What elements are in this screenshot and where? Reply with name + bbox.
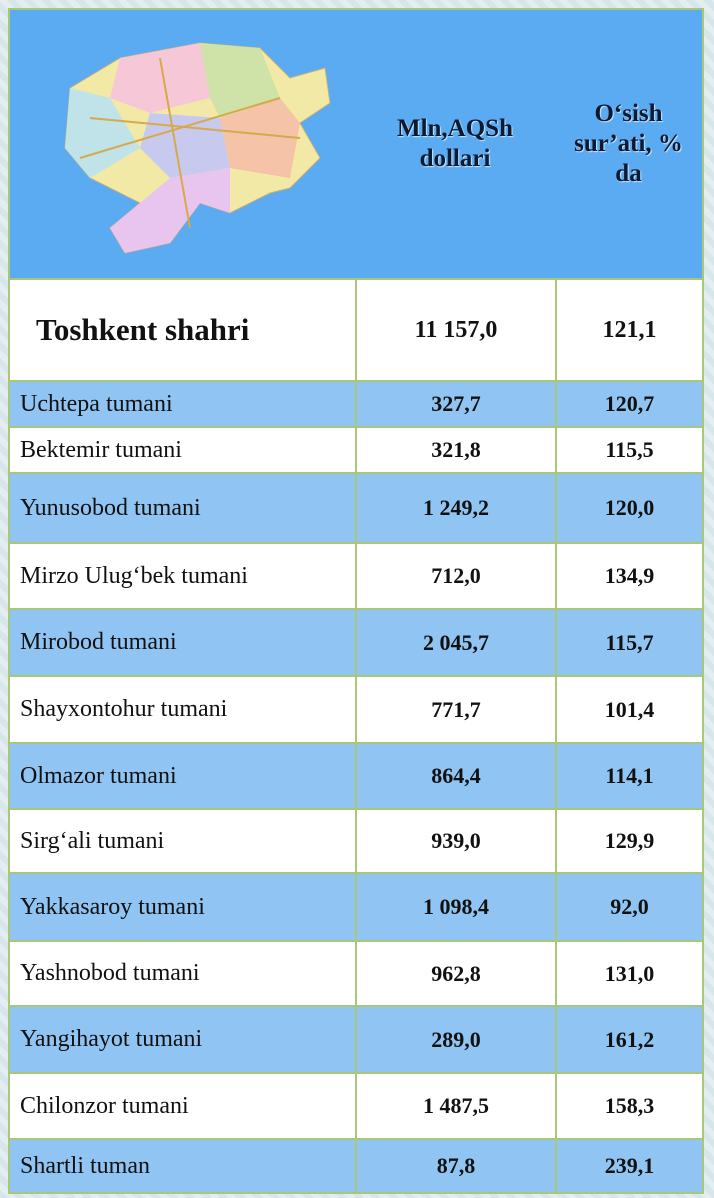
table-cell: Uchtepa tumani <box>20 390 173 417</box>
table-cell: 115,5 <box>555 428 702 472</box>
table-row: Yashnobod tumani 962,8 131,0 <box>10 942 702 1007</box>
table-row: Olmazor tumani 864,4 114,1 <box>10 744 702 810</box>
table-cell: 289,0 <box>355 1007 555 1072</box>
table-cell: 131,0 <box>555 942 702 1005</box>
table-cell: Yakkasaroy tumani <box>20 893 205 920</box>
table-row: Toshkent shahri 11 157,0 121,1 <box>10 280 702 382</box>
table-row: Chilonzor tumani 1 487,5 158,3 <box>10 1074 702 1140</box>
table-row: Bektemir tumani 321,8 115,5 <box>10 428 702 474</box>
table-row: Mirzo Ulug‘bek tumani 712,0 134,9 <box>10 544 702 610</box>
table-row: Sirg‘ali tumani 939,0 129,9 <box>10 810 702 874</box>
map <box>64 42 331 254</box>
header-cell: Mln,AQSh dollari <box>396 115 513 172</box>
table-cell: Shayxontohur tumani <box>20 696 228 722</box>
table-cell: 1 487,5 <box>355 1074 555 1138</box>
table-row: Yangihayot tumani 289,0 161,2 <box>10 1007 702 1074</box>
table-cell: 114,1 <box>555 744 702 808</box>
table-cell: 2 045,7 <box>355 610 555 675</box>
table-cell: Shartli tuman <box>20 1152 150 1179</box>
table-cell: 962,8 <box>355 942 555 1005</box>
table-row: Shartli tuman 87,8 239,1 <box>10 1140 702 1194</box>
table-cell: Sirg‘ali tumani <box>20 827 165 854</box>
table-cell: Bektemir tumani <box>20 436 182 463</box>
table-cell: 161,2 <box>555 1007 702 1072</box>
table-cell: Yangihayot tumani <box>20 1026 203 1052</box>
table-cell: Yunusobod tumani <box>20 494 201 521</box>
table-cell: 129,9 <box>555 810 702 872</box>
table-row: Yunusobod tumani 1 249,2 120,0 <box>10 474 702 544</box>
table-row: Shayxontohur tumani 771,7 101,4 <box>10 677 702 744</box>
table-cell: 134,9 <box>555 544 702 608</box>
table-cell: 1 249,2 <box>355 474 555 542</box>
table-row: Yakkasaroy tumani 1 098,4 92,0 <box>10 874 702 942</box>
table-cell: 115,7 <box>555 610 702 675</box>
table-cell: 771,7 <box>355 677 555 742</box>
table-row: Mirobod tumani 2 045,7 115,7 <box>10 610 702 677</box>
table-cell: 120,0 <box>555 474 702 542</box>
table-cell: Yashnobod tumani <box>20 960 200 986</box>
table-cell: 712,0 <box>355 544 555 608</box>
table-cell: 120,7 <box>555 382 702 426</box>
table-cell: Mirzo Ulug‘bek tumani <box>20 562 248 589</box>
table-row: Uchtepa tumani 327,7 120,7 <box>10 382 702 428</box>
table-cell: 87,8 <box>355 1140 555 1192</box>
header-row: Mln,AQSh dollari O‘sish sur’ati, % da <box>10 10 702 280</box>
table-cell: 327,7 <box>355 382 555 426</box>
table-cell: 121,1 <box>555 280 702 380</box>
table-cell: 939,0 <box>355 810 555 872</box>
table-cell: 1 098,4 <box>355 874 555 940</box>
table-cell: 239,1 <box>555 1140 702 1192</box>
table-cell: 101,4 <box>555 677 702 742</box>
table-cell: 158,3 <box>555 1074 702 1138</box>
table-cell: 864,4 <box>355 744 555 808</box>
table: Mln,AQSh dollari O‘sish sur’ati, % da To… <box>8 8 704 1194</box>
table-cell: 92,0 <box>555 874 702 940</box>
table-cell: Toshkent shahri <box>36 312 250 347</box>
table-cell: Mirobod tumani <box>20 629 177 655</box>
table-cell: 11 157,0 <box>355 280 555 380</box>
table-cell: Olmazor tumani <box>20 762 177 789</box>
table-cell: Chilonzor tumani <box>20 1092 189 1119</box>
header-cell: O‘sish sur’ati, % da <box>574 100 683 187</box>
table-cell: 321,8 <box>355 428 555 472</box>
